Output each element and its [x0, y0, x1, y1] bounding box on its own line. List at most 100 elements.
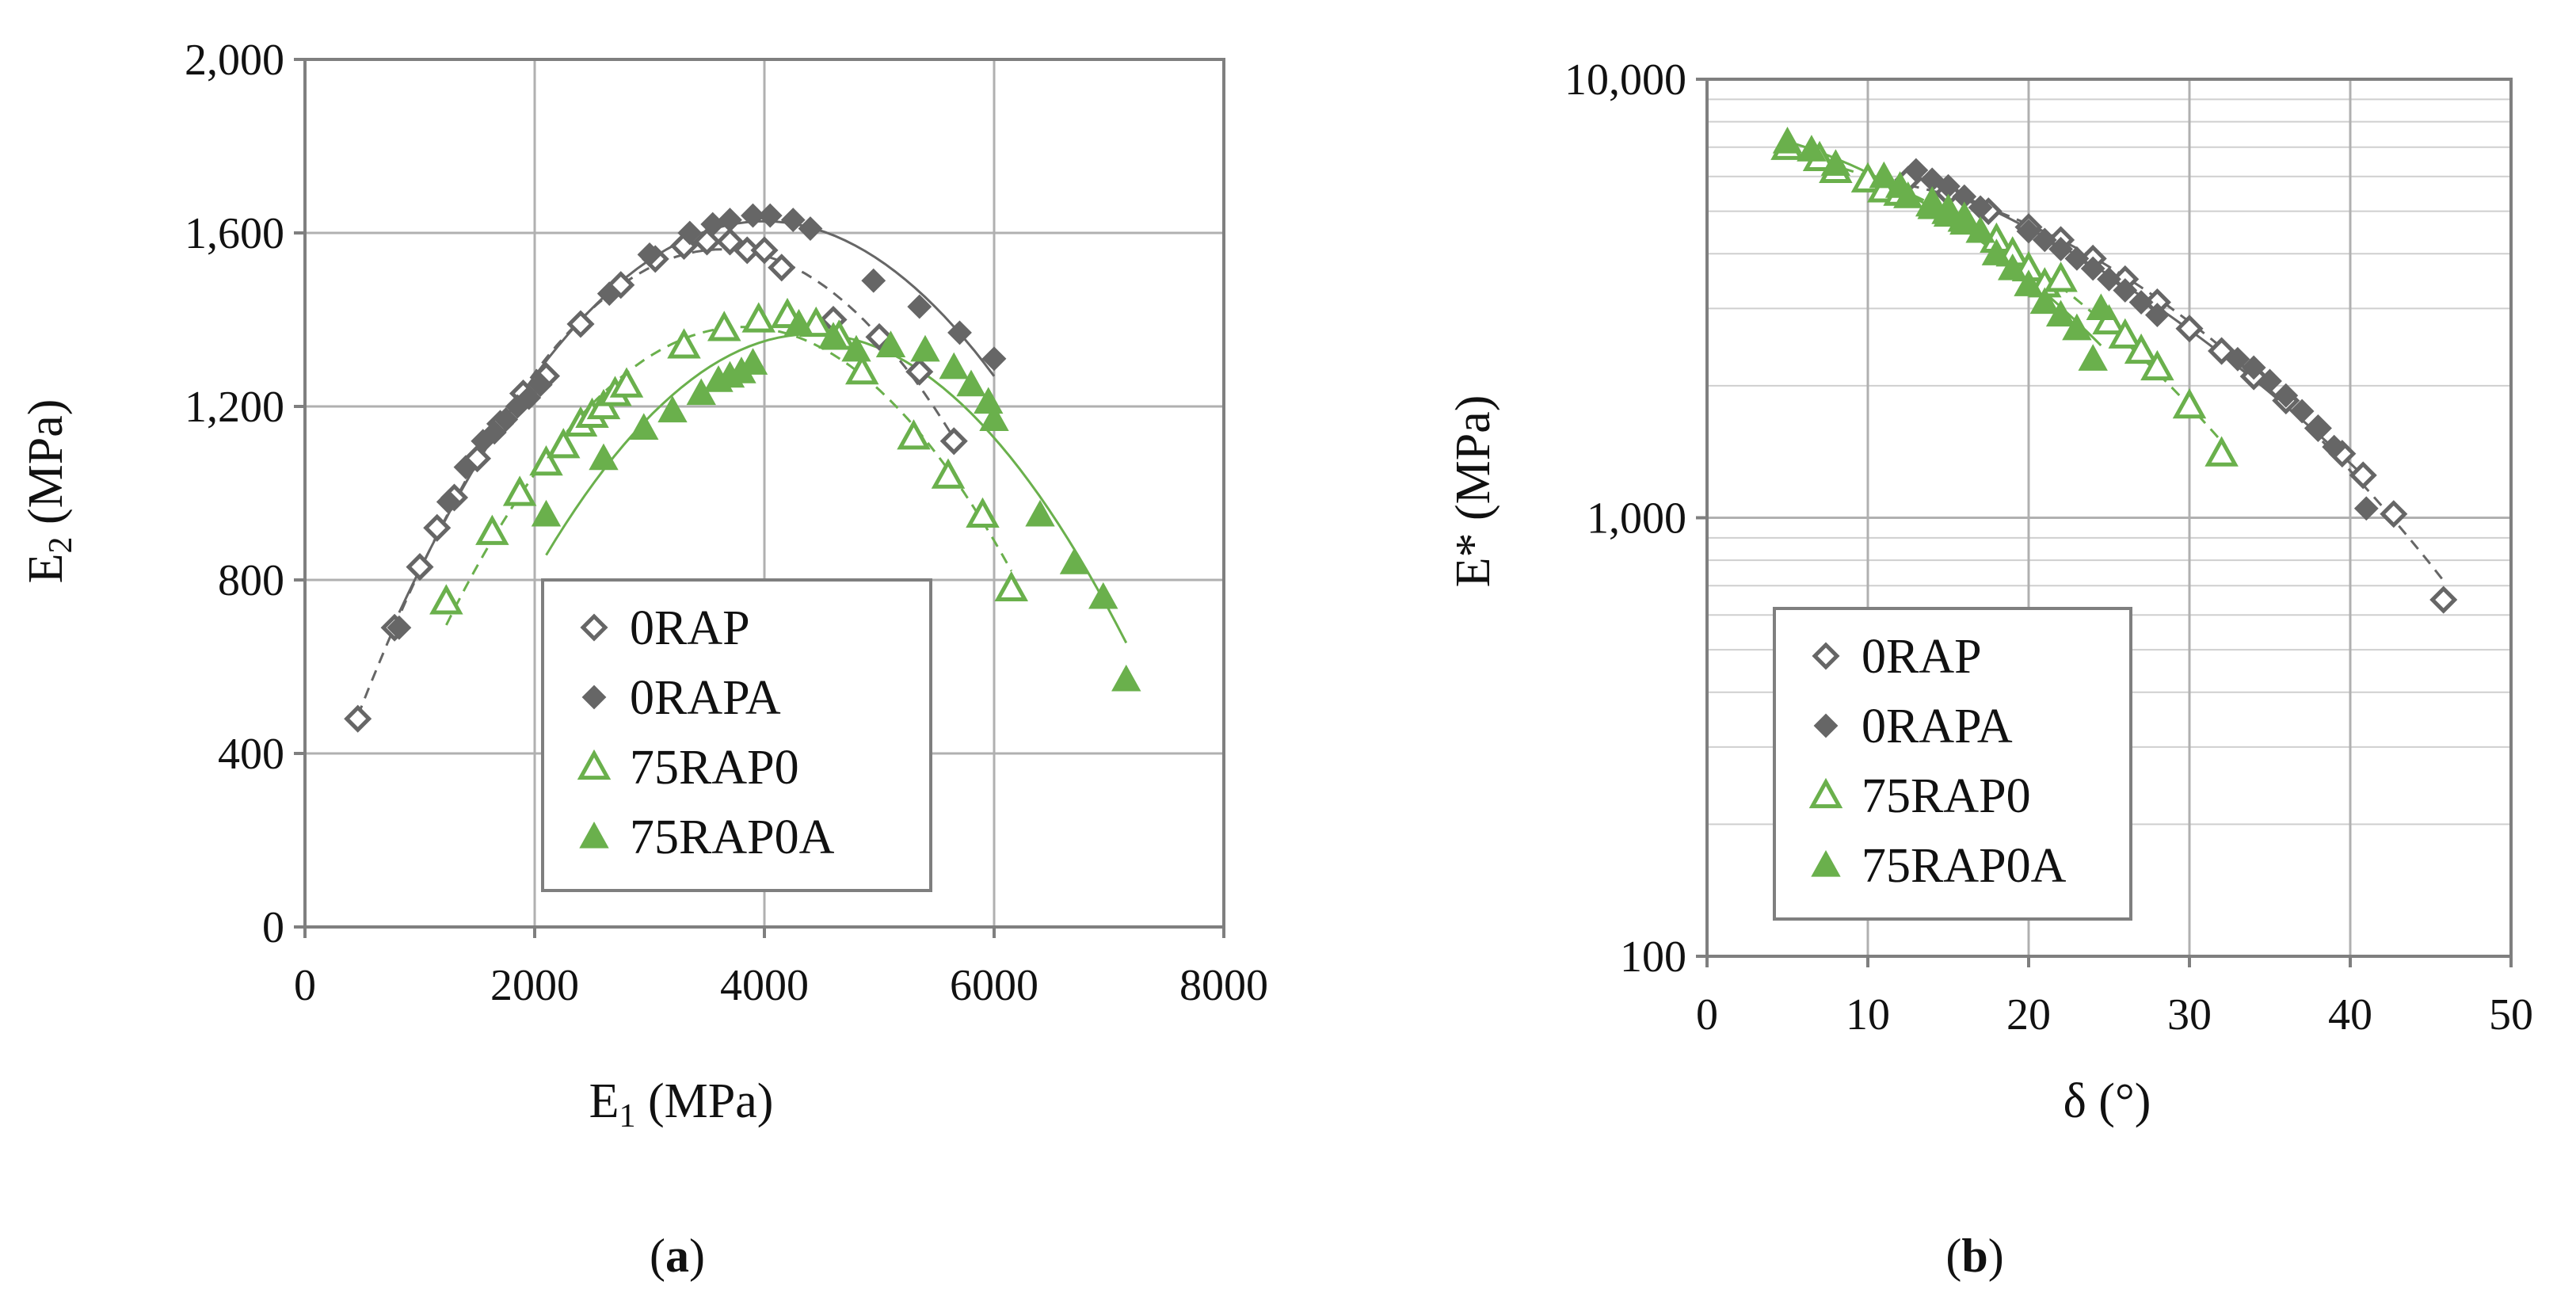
data-point [2172, 388, 2207, 419]
data-point [1903, 158, 1929, 183]
chart-b-xlabel: δ (°) [2063, 1074, 2151, 1128]
data-point [2086, 293, 2117, 321]
data-point [2204, 436, 2239, 467]
y-tick-label: 1,000 [1587, 494, 1686, 543]
data-point [905, 357, 934, 386]
legend-label: 0RAP [630, 601, 750, 655]
legend-marker [577, 749, 612, 780]
data-point [875, 330, 906, 357]
data-point [2128, 290, 2154, 315]
data-point [528, 372, 553, 398]
data-point [423, 513, 452, 542]
data-point [768, 254, 796, 282]
data-point [798, 216, 823, 241]
data-point [2113, 278, 2138, 303]
chart-b-panel-label: (b) [1945, 1230, 2003, 1282]
x-tick-label: 0 [1696, 990, 1718, 1039]
data-point [2097, 266, 2121, 292]
trendlines [1787, 140, 2445, 582]
data-point [841, 334, 871, 362]
data-point [931, 458, 966, 489]
data-point [1111, 664, 1141, 692]
legend-marker [1811, 849, 1841, 877]
data-point [1869, 161, 1899, 189]
data-point [2080, 256, 2105, 281]
data-point [783, 308, 814, 336]
legend-marker [579, 821, 609, 849]
x-tick-label: 6000 [950, 961, 1038, 1010]
data-point [757, 203, 783, 228]
data-point [429, 584, 463, 615]
data-point [516, 385, 542, 410]
legend-label: 0RAPA [630, 671, 781, 725]
chart-b-ylabel: E* (MPa) [1446, 395, 1500, 588]
data-point [2175, 315, 2204, 343]
y-tick-label: 400 [218, 730, 284, 779]
data-point [718, 208, 742, 232]
data-point [907, 294, 932, 319]
data-point [1772, 126, 1803, 154]
data-point [2029, 287, 2060, 315]
data-point [2258, 368, 2282, 394]
series-75rap0 [429, 297, 1028, 615]
data-point [2273, 383, 2299, 408]
trendline-0rap [356, 248, 955, 717]
data-point [1059, 547, 1090, 574]
data-point [1088, 582, 1118, 609]
data-point [502, 475, 537, 506]
data-point [2044, 261, 2078, 292]
legend: 0RAP 0RAPA 75RAP0 75RAP0A [1773, 607, 2132, 921]
data-point [897, 419, 931, 450]
data-point [686, 378, 716, 406]
y-tick-label: 10,000 [1564, 55, 1686, 105]
data-point [2349, 461, 2377, 490]
data-point [2092, 303, 2126, 335]
x-tick-label: 8000 [1179, 961, 1268, 1010]
trendline-0rapa [1915, 175, 2368, 480]
legend-marker [581, 685, 607, 710]
data-point [547, 428, 581, 459]
data-point [2032, 227, 2057, 253]
data-point [939, 352, 969, 379]
data-point [861, 268, 886, 293]
data-point [596, 281, 622, 307]
data-point [475, 514, 509, 545]
x-tick-label: 4000 [720, 961, 809, 1010]
series-0rapa [387, 203, 1007, 640]
legend: 0RAP 0RAPA 75RAP0 75RAP0A [541, 578, 932, 892]
data-point [436, 490, 461, 514]
data-point [667, 328, 701, 359]
legend-label: 75RAP0 [630, 741, 799, 795]
data-point [741, 203, 765, 228]
series-75rap0a [1772, 126, 2117, 371]
data-point [1998, 253, 2028, 280]
data-point [845, 354, 879, 385]
data-point [939, 427, 968, 456]
data-point [2124, 333, 2159, 364]
legend-label: 75RAP0A [1862, 839, 2067, 893]
chart-a-ylabel: E2 (MPa) [19, 399, 79, 584]
x-tick-label: 30 [2167, 990, 2212, 1039]
data-point [780, 208, 806, 232]
data-point [2108, 318, 2143, 349]
data-point [406, 553, 434, 582]
data-point [493, 407, 519, 432]
series-75rap0a [531, 308, 1141, 692]
data-point [344, 704, 372, 733]
legend-label: 75RAP0 [1862, 769, 2031, 823]
chart-b: 100 1,000 10,000 0 10 20 30 40 50 0RAP 0RAPA 75RAP0… [1564, 55, 2533, 1039]
data-point [2429, 585, 2458, 614]
x-tick-label: 20 [2006, 990, 2051, 1039]
data-point [1797, 135, 1827, 162]
data-point [529, 445, 563, 476]
data-point [956, 369, 986, 397]
data-point [750, 236, 779, 265]
legend-marker [1808, 777, 1843, 809]
series-0rapa [1903, 158, 2379, 521]
data-point [2045, 299, 2076, 327]
data-point [2353, 496, 2379, 521]
y-tick-label: 800 [218, 556, 284, 605]
data-point [531, 499, 562, 527]
x-tick-label: 40 [2328, 990, 2372, 1039]
